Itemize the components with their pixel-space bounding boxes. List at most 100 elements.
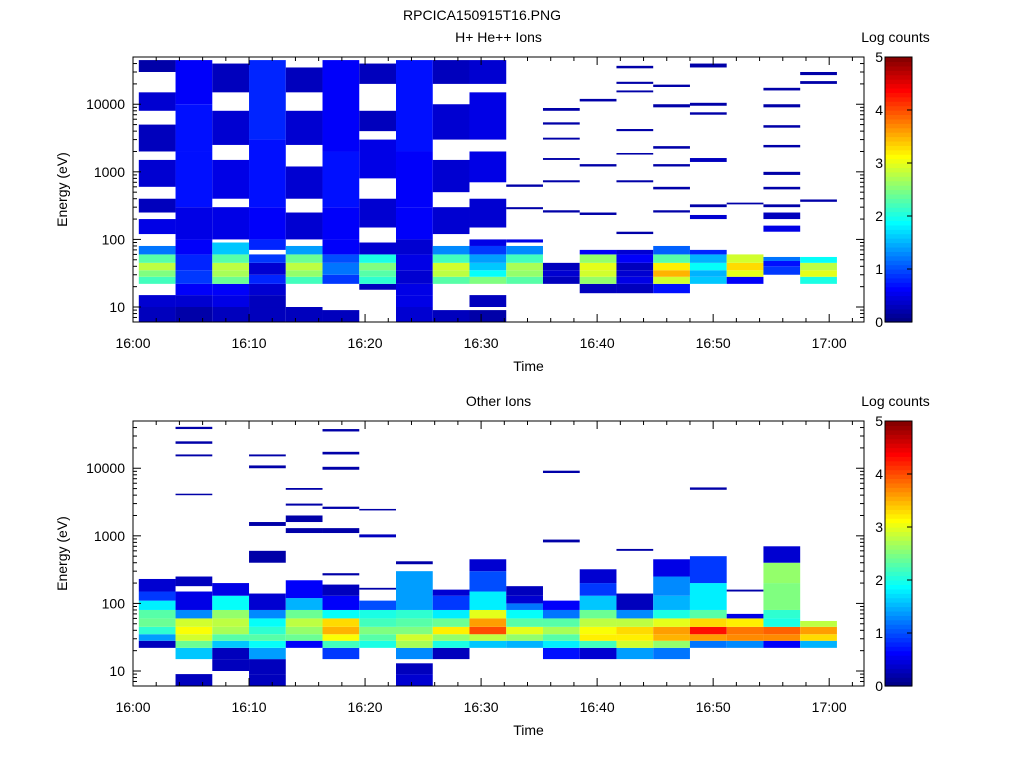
heatmap-cell (249, 634, 286, 641)
heatmap-cell (542, 600, 580, 610)
heatmap-cell (285, 598, 323, 610)
heatmap-cell (322, 618, 360, 627)
heatmap-cell (285, 262, 323, 271)
heatmap-cell (212, 295, 250, 308)
heatmap-cell (249, 550, 286, 563)
heatmap-cell (285, 626, 323, 635)
heatmap-cell (653, 146, 690, 149)
heatmap-cell (396, 674, 433, 686)
heatmap-cell (175, 634, 213, 641)
heatmap-cell (138, 626, 176, 635)
x-tick-label: 16:20 (348, 335, 383, 351)
heatmap-cell (689, 249, 727, 255)
heatmap-cell (506, 270, 543, 277)
heatmap-cell (322, 60, 360, 152)
colorbar-segment (885, 207, 912, 213)
colorbar-segment (885, 557, 912, 563)
heatmap-cell (653, 647, 690, 660)
heatmap-cell (653, 210, 690, 213)
heatmap-cell (689, 102, 727, 106)
colorbar-segment (885, 295, 912, 301)
heatmap-cell (285, 276, 323, 284)
heatmap-cell (469, 60, 507, 84)
colorbar-segment (885, 474, 912, 480)
colorbar-segment (885, 185, 912, 191)
colorbar-segment (885, 61, 912, 67)
colorbar-segment (885, 79, 912, 85)
heatmap-cell (322, 239, 360, 255)
heatmap-cell (800, 71, 837, 76)
heatmap-cell (432, 589, 470, 596)
heatmap-cell (212, 595, 250, 610)
heatmap-cell (175, 591, 213, 610)
heatmap-cell (212, 659, 250, 672)
heatmap-cell (322, 151, 360, 208)
heatmap-cell (800, 634, 837, 641)
heatmap-cell (322, 429, 360, 432)
colorbar-tick-label: 5 (875, 413, 883, 429)
colorbar-segment (885, 198, 912, 204)
heatmap-cell (616, 634, 654, 641)
heatmap-cell (249, 283, 286, 296)
heatmap-cell (212, 618, 250, 627)
heatmap-cell (653, 595, 690, 610)
colorbar-segment (885, 171, 912, 177)
heatmap-cell (469, 295, 507, 308)
heatmap-cell (175, 640, 213, 648)
heatmap-cell (212, 254, 250, 263)
heatmap-cell (322, 506, 360, 509)
colorbar-segment (885, 571, 912, 577)
colorbar-segment (885, 513, 912, 519)
colorbar-segment (885, 624, 912, 630)
heatmap-cell (322, 626, 360, 635)
heatmap-cell (763, 144, 801, 148)
colorbar-segment (885, 149, 912, 155)
colorbar-tick-label: 2 (875, 208, 883, 224)
heatmap-cell (579, 569, 617, 584)
heatmap-cell (689, 214, 727, 220)
heatmap-cell (432, 270, 470, 277)
heatmap-cell (249, 626, 286, 635)
heatmap-cell (212, 626, 250, 635)
heatmap-cell (616, 231, 654, 235)
heatmap-cell (359, 600, 397, 610)
heatmap-cell (396, 60, 433, 152)
heatmap-cell (469, 559, 507, 572)
heatmap-cell (432, 245, 470, 255)
heatmap-cell (138, 270, 176, 277)
heatmap-cell (542, 158, 580, 160)
heatmap-cell (249, 254, 286, 263)
heatmap-cell (653, 618, 690, 627)
heatmap-cell (506, 586, 543, 596)
heatmap-cell (653, 626, 690, 635)
heatmap-cell (396, 634, 433, 641)
heatmap-cell (175, 60, 213, 105)
heatmap-cell (249, 60, 286, 140)
colorbar-segment (885, 562, 912, 568)
heatmap-cell (432, 60, 470, 84)
heatmap-cell (138, 198, 176, 213)
heatmap-cell (579, 634, 617, 641)
heatmap-cell (800, 256, 837, 263)
heatmap-cell (249, 262, 286, 275)
heatmap-cell (175, 254, 213, 271)
heatmap-cell (506, 245, 543, 255)
heatmap-cell (542, 647, 580, 660)
colorbar-segment (885, 544, 912, 550)
colorbar-label: Log counts (861, 393, 930, 409)
heatmap-cell (432, 595, 470, 610)
heatmap-cell (249, 593, 286, 610)
heatmap-cell (212, 307, 250, 322)
heatmap-cell (542, 270, 580, 277)
heatmap-cell (653, 276, 690, 284)
heatmap-cell (616, 609, 654, 619)
colorbar-segment (885, 580, 912, 586)
colorbar-segment (885, 646, 912, 652)
heatmap-cell (359, 508, 397, 511)
heatmap-cell (726, 270, 764, 277)
colorbar-segment (885, 628, 912, 634)
colorbar-segment (885, 535, 912, 541)
colorbar-tick-label: 0 (875, 314, 883, 330)
heatmap-cell (322, 274, 360, 284)
colorbar-segment (885, 83, 912, 89)
